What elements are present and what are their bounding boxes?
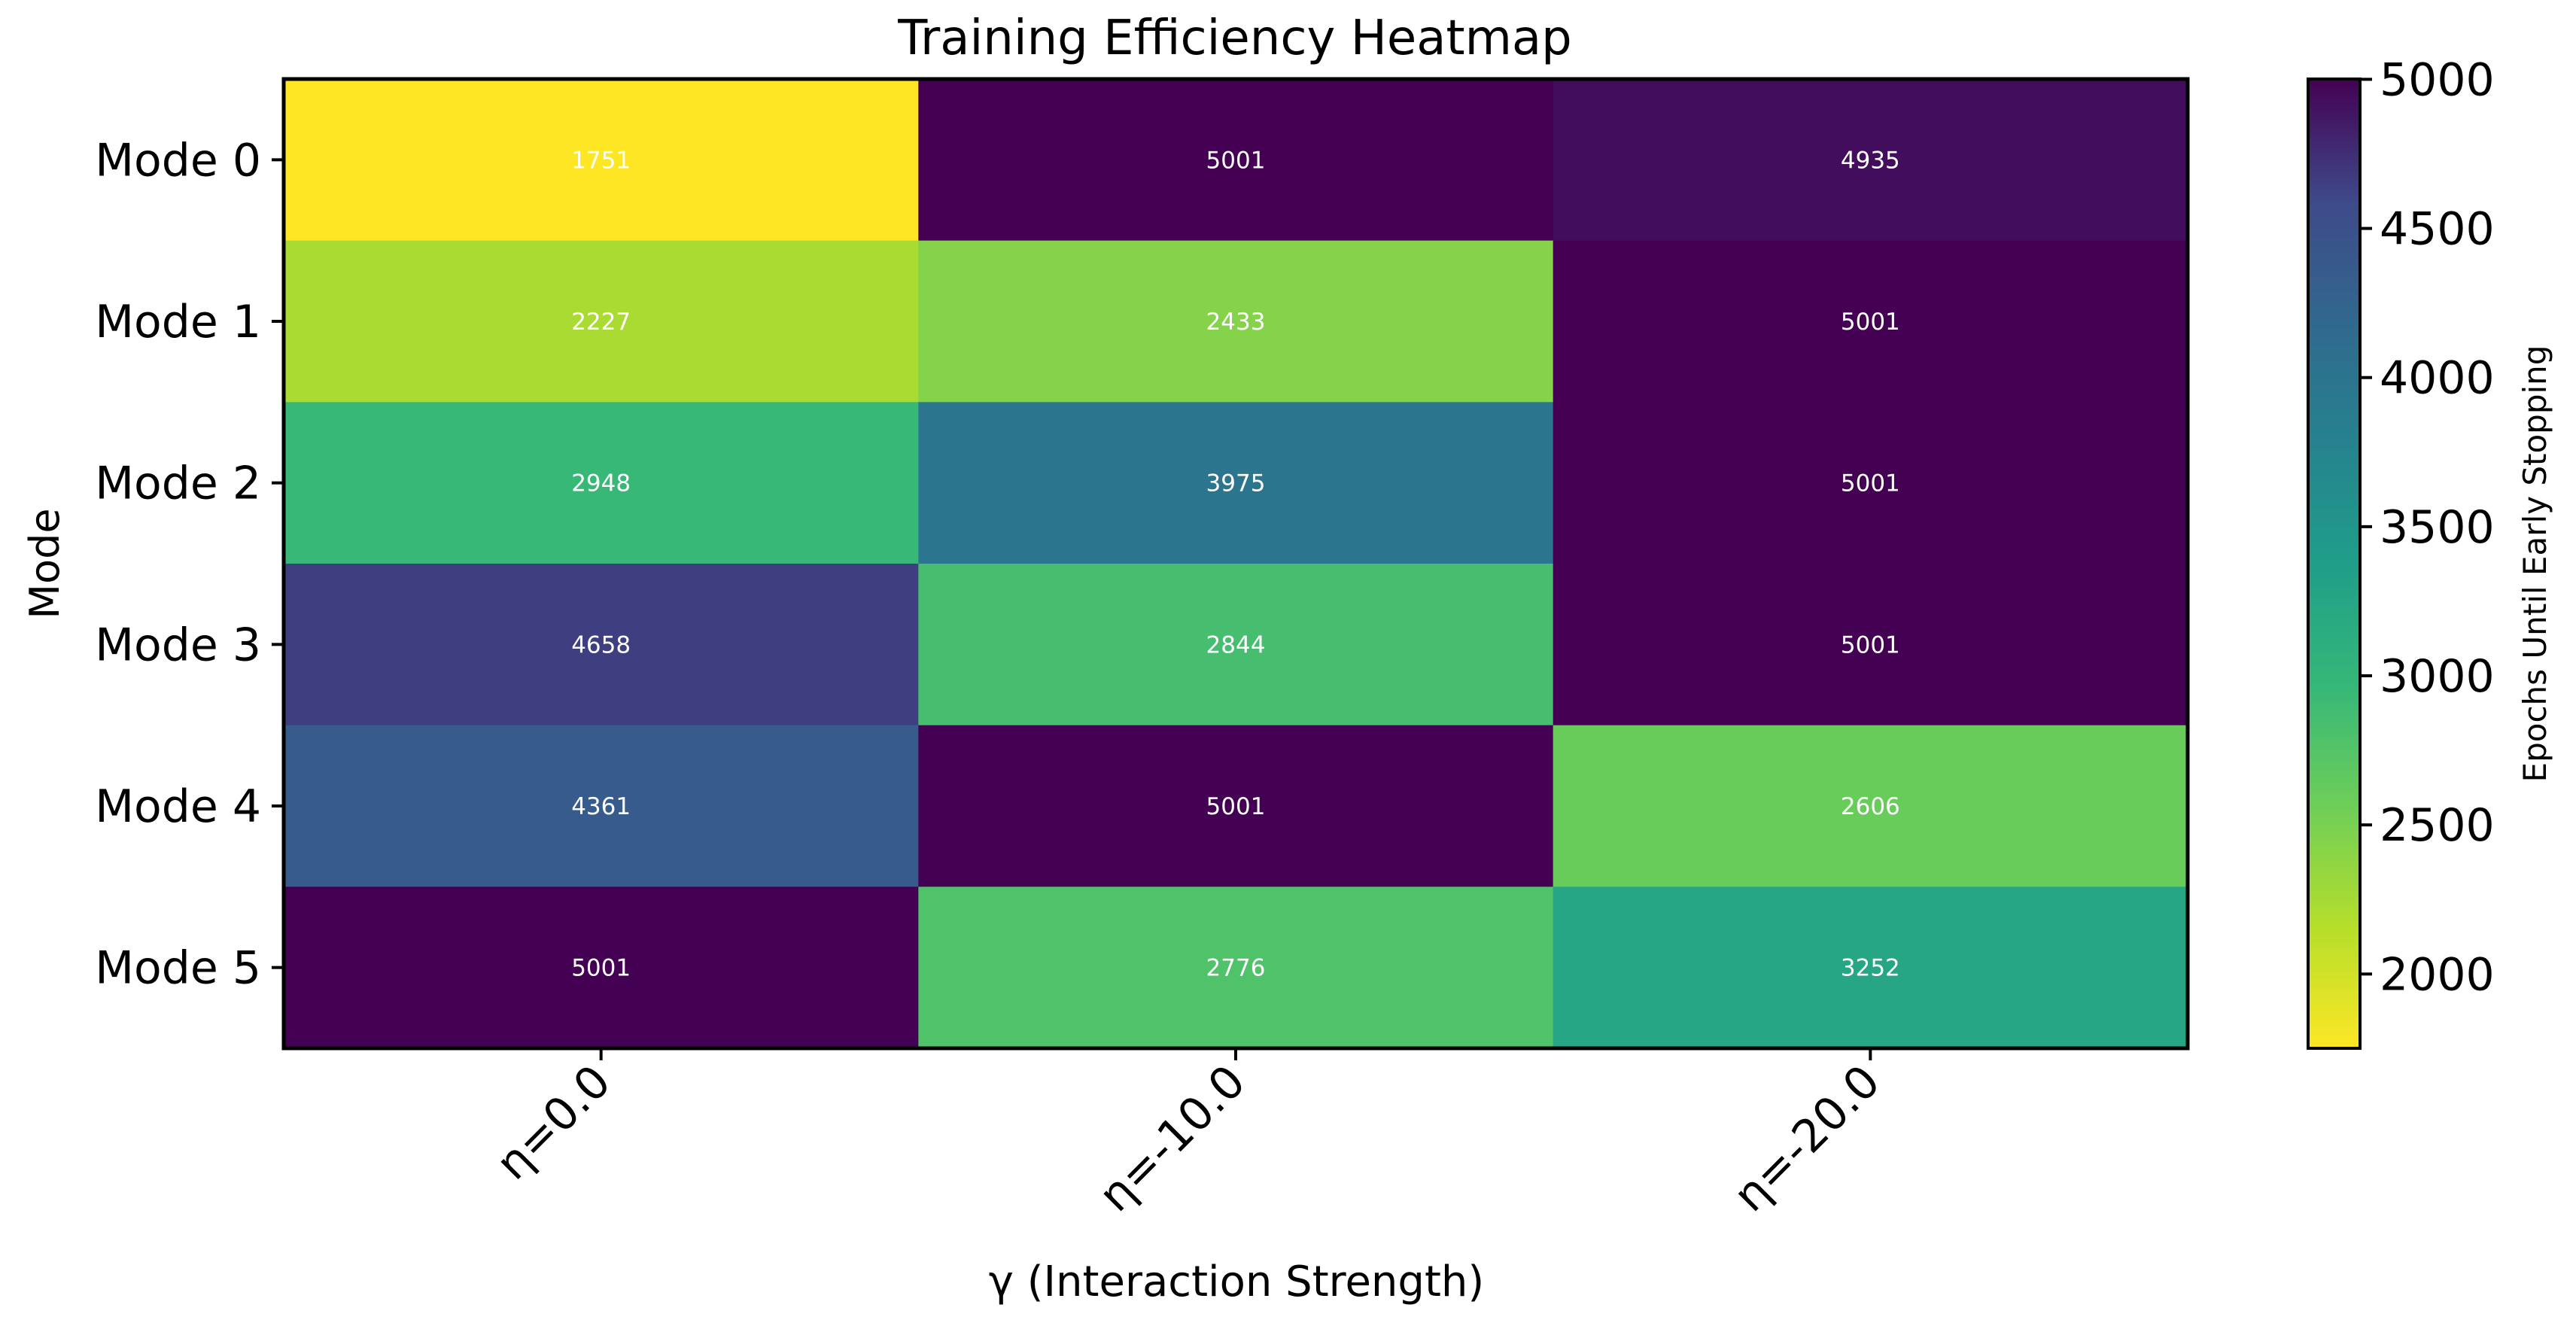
cell-value-labels: 1751 5001 4935 2227 2433 5001 2948 3975 5001 4658… <box>571 147 1900 981</box>
x-tick-label: η=0.0 <box>486 1055 621 1190</box>
colorbar-label: Epochs Until Early Stopping <box>2517 345 2553 783</box>
cell-value-label: 4935 <box>1841 147 1900 174</box>
heatmap-cell <box>1553 725 2188 887</box>
cell-value-label: 2776 <box>1206 955 1266 982</box>
heatmap-cell <box>284 79 919 242</box>
colorbar-ticks: 2000 2500 3000 3500 4000 4500 5000 <box>2360 53 2495 1001</box>
y-tick-label: Mode 5 <box>95 942 261 995</box>
cell-value-label: 5001 <box>1206 793 1266 820</box>
colorbar-tick-label: 3000 <box>2380 650 2495 703</box>
cell-value-label: 2844 <box>1206 631 1266 658</box>
heatmap-cells <box>284 79 2188 1049</box>
heatmap-cell <box>918 886 1554 1049</box>
heatmap-cell <box>1553 886 2188 1049</box>
colorbar-tick-label: 3500 <box>2380 501 2495 554</box>
y-tick-label: Mode 4 <box>95 780 261 833</box>
heatmap-cell <box>1553 79 2188 242</box>
y-axis: Mode 0 Mode 1 Mode 2 Mode 3 Mode 4 Mode 5 <box>95 134 284 995</box>
cell-value-label: 2606 <box>1841 793 1900 820</box>
heatmap-cell <box>284 564 919 726</box>
heatmap-cell <box>1553 564 2188 726</box>
cell-value-label: 3252 <box>1841 955 1900 982</box>
heatmap-cell <box>284 886 919 1049</box>
colorbar-tick-label: 2000 <box>2380 948 2495 1001</box>
cell-value-label: 2433 <box>1206 309 1266 336</box>
chart-title: Training Efficiency Heatmap <box>897 11 1572 66</box>
y-tick-label: Mode 1 <box>95 296 261 348</box>
heatmap-cell <box>284 402 919 564</box>
y-tick-label: Mode 2 <box>95 458 261 510</box>
cell-value-label: 5001 <box>1841 309 1900 336</box>
colorbar <box>2307 78 2362 1050</box>
colorbar-tick-label: 5000 <box>2380 53 2495 106</box>
colorbar-tick-label: 2500 <box>2380 799 2495 852</box>
colorbar-tick-label: 4500 <box>2380 203 2495 256</box>
heatmap-cell <box>284 240 919 403</box>
y-tick-label: Mode 3 <box>95 619 261 671</box>
heatmap-cell <box>918 725 1554 887</box>
colorbar-tick-label: 4000 <box>2380 352 2495 405</box>
cell-value-label: 5001 <box>571 955 631 982</box>
y-axis-label: Mode <box>21 508 68 619</box>
cell-value-label: 4658 <box>571 631 631 658</box>
cell-value-label: 1751 <box>571 147 631 174</box>
x-axis-label: γ (Interaction Strength) <box>989 1257 1485 1306</box>
heatmap-cell <box>918 564 1554 726</box>
cell-value-label: 3975 <box>1206 470 1266 497</box>
cell-value-label: 4361 <box>571 793 631 820</box>
cell-value-label: 2227 <box>571 309 631 336</box>
heatmap-cell <box>1553 402 2188 564</box>
cell-value-label: 5001 <box>1206 147 1266 174</box>
x-axis: η=0.0 η=-10.0 η=-20.0 <box>486 1048 1890 1222</box>
heatmap-cell <box>918 402 1554 564</box>
cell-value-label: 5001 <box>1841 470 1900 497</box>
heatmap-cell <box>284 725 919 887</box>
heatmap-cell <box>1553 240 2188 403</box>
x-tick-label: η=-10.0 <box>1089 1055 1256 1222</box>
x-tick-label: η=-20.0 <box>1723 1055 1890 1222</box>
cell-value-label: 5001 <box>1841 631 1900 658</box>
cell-value-label: 2948 <box>571 470 631 497</box>
heatmap-cell <box>918 79 1554 242</box>
y-tick-label: Mode 0 <box>95 134 261 187</box>
heatmap-cell <box>918 240 1554 403</box>
